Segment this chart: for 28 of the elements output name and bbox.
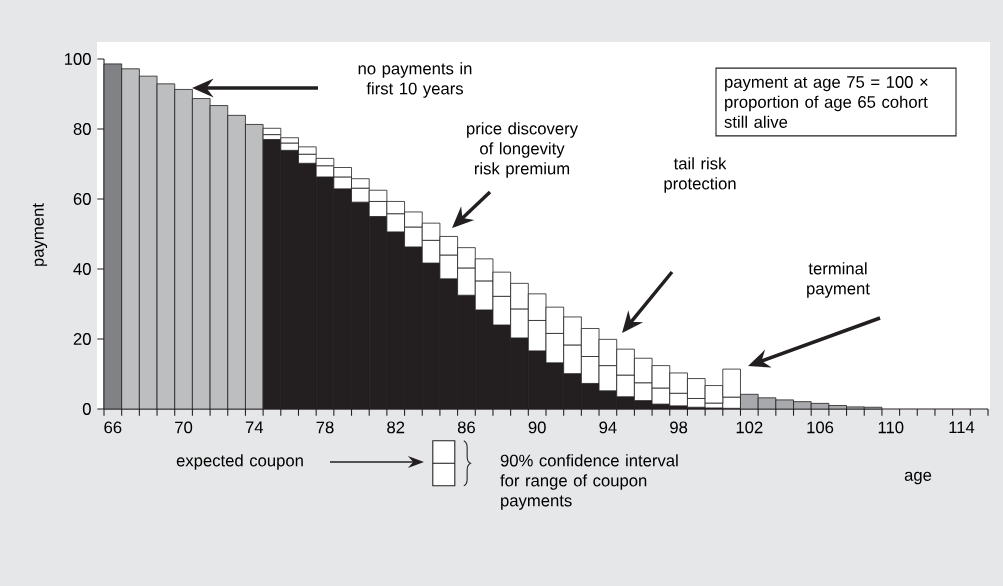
- x-tick-label: 66: [104, 421, 122, 434]
- x-tick-label: 94: [599, 421, 617, 434]
- x-tick-label: 74: [245, 421, 264, 433]
- y-tick-label: 20: [73, 333, 91, 345]
- x-axis-title: age: [904, 471, 932, 485]
- x-tick-label: 98: [670, 421, 688, 434]
- annotation: no payments in first 10 years: [358, 62, 472, 98]
- y-tick-label: 80: [73, 123, 91, 135]
- x-tick-label: 106: [807, 421, 834, 434]
- x-tick-label: 90: [528, 421, 546, 434]
- y-tick-label: 100: [64, 53, 91, 65]
- text: 90% confidence interval for range of coupon payments: [500, 454, 678, 510]
- y-axis-title: payment: [32, 203, 48, 266]
- y-tick-label: 60: [73, 193, 91, 205]
- annotation: payment at age 75 = 100 × proportion of age 65 cohort still alive: [724, 76, 928, 128]
- x-tick-label: 102: [736, 421, 763, 434]
- annotation: tail risk protection: [664, 157, 736, 193]
- annotation: terminal payment: [807, 262, 870, 298]
- text: expected coupon: [176, 454, 303, 470]
- y-tick-label: 40: [73, 263, 91, 275]
- x-tick-label: 70: [175, 421, 193, 434]
- y-tick-label: 0: [82, 403, 91, 415]
- x-tick-label: 110: [878, 421, 904, 434]
- x-tick-label: 78: [316, 421, 334, 434]
- annotation: price discovery of longevity risk premium: [467, 122, 578, 178]
- x-tick-label: 86: [457, 421, 475, 434]
- x-tick-label: 114: [949, 421, 975, 433]
- x-tick-label: 82: [387, 421, 405, 434]
